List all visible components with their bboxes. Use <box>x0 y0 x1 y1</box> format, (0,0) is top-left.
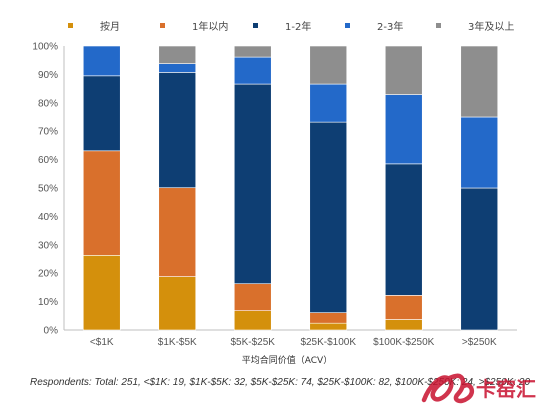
legend-swatch <box>253 23 258 28</box>
legend-item: 1年以内 <box>160 20 228 33</box>
bar-segment <box>309 45 348 85</box>
watermark-swirl-icon <box>421 373 475 404</box>
x-axis-title: 平均合同价值（ACV） <box>242 354 332 366</box>
legend-swatch <box>345 23 350 28</box>
y-tick-label: 0% <box>44 326 59 337</box>
legend-item: 1-2年 <box>253 20 311 33</box>
bar-segment <box>309 322 348 331</box>
y-tick-label: 100% <box>32 42 58 53</box>
y-tick-label: 50% <box>38 184 58 195</box>
bar-segment <box>82 75 121 152</box>
bar-stack <box>384 45 423 331</box>
bar-segment <box>309 121 348 313</box>
legend-label: 1年以内 <box>192 20 228 33</box>
y-tick-label: 70% <box>38 127 58 138</box>
bar-segment <box>309 83 348 123</box>
legend-label: 1-2年 <box>285 20 311 33</box>
bar-segment <box>233 45 272 58</box>
y-tick-label: 30% <box>38 240 58 251</box>
x-tick-label: $25K-$100K <box>300 337 356 348</box>
bar-stack <box>309 45 348 331</box>
y-tick-label: 80% <box>38 98 58 109</box>
bar-segment <box>233 56 272 85</box>
bar-segment <box>82 45 121 77</box>
y-tick-label: 40% <box>38 212 58 223</box>
bar-segment <box>158 187 197 277</box>
legend-label: 按月 <box>100 20 120 33</box>
legend-swatch <box>436 23 441 28</box>
respondents-footnote: Respondents: Total: 251, <$1K: 19, $1K-$… <box>30 377 531 388</box>
bar-segment <box>158 72 197 189</box>
x-axis: <$1K $1K-$5K $5K-$25K $25K-$100K $100K-$250K… <box>90 337 497 348</box>
watermark-text: 卡窑汇 <box>476 377 536 401</box>
x-tick-label: <$1K <box>90 337 114 348</box>
legend-item: 2-3年 <box>345 20 403 33</box>
x-tick-label: $100K-$250K <box>373 337 434 348</box>
bar-segment <box>384 295 423 320</box>
bar-segment <box>309 312 348 324</box>
bar-segment <box>233 310 272 331</box>
x-tick-label: $1K-$5K <box>158 337 197 348</box>
bar-segment <box>460 45 499 118</box>
bar-stack <box>82 45 121 331</box>
bars-area <box>82 45 499 331</box>
bar-segment <box>384 45 423 95</box>
legend-label: 2-3年 <box>377 20 403 33</box>
bar-segment <box>384 319 423 331</box>
bar-stack <box>460 45 499 331</box>
bar-stack <box>158 45 197 331</box>
bar-segment <box>158 63 197 73</box>
y-axis: 0% 10% 20% 30% 40% 50% 60% 70% 80% 90% 100% <box>32 42 517 337</box>
legend-swatch <box>160 23 165 28</box>
legend-item: 3年及以上 <box>436 20 514 33</box>
legend-swatch <box>68 23 73 28</box>
legend-label: 3年及以上 <box>468 20 514 33</box>
y-tick-label: 10% <box>38 297 58 308</box>
y-tick-label: 60% <box>38 155 58 166</box>
watermark-logo: 卡窑汇 <box>421 373 536 404</box>
x-tick-label: $5K-$25K <box>231 337 276 348</box>
bar-segment <box>384 94 423 165</box>
bar-segment <box>233 283 272 311</box>
bar-segment <box>460 187 499 331</box>
bar-segment <box>82 255 121 331</box>
bar-stack <box>233 45 272 331</box>
bar-segment <box>233 83 272 285</box>
legend-item: 按月 <box>68 20 120 33</box>
bar-segment <box>158 276 197 331</box>
bar-segment <box>460 116 499 189</box>
x-tick-label: >$250K <box>462 337 497 348</box>
bar-segment <box>158 45 197 64</box>
chart-legend: 按月 1年以内 1-2年 2-3年 3年及以上 <box>68 20 514 33</box>
bar-segment <box>384 163 423 296</box>
y-tick-label: 90% <box>38 70 58 81</box>
bar-segment <box>82 150 121 256</box>
y-tick-label: 20% <box>38 269 58 280</box>
